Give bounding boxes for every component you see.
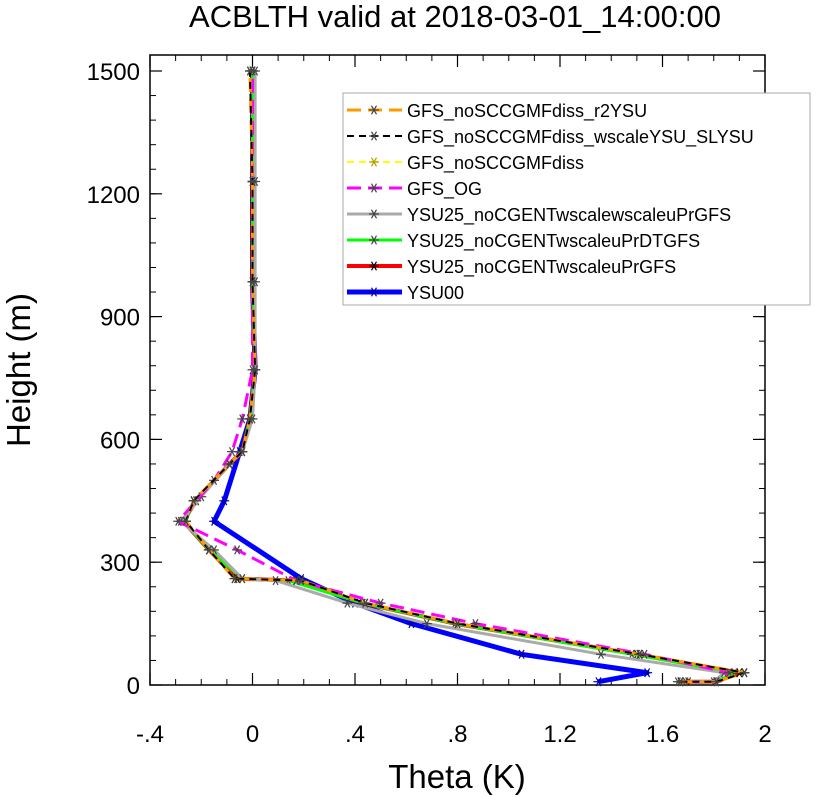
legend-label: YSU25_noCGENTwscaleuPrDTGFS xyxy=(407,231,700,252)
legend-marker xyxy=(369,157,379,167)
legend-label: GFS_noSCCGMFdiss_wscaleYSU_SLYSU xyxy=(407,127,754,148)
legend-marker xyxy=(369,209,379,219)
legend-marker xyxy=(369,287,379,297)
legend-item: YSU25_noCGENTwscaleuPrGFS xyxy=(347,257,676,278)
x-tick-label: 1.6 xyxy=(646,721,679,748)
series-marker xyxy=(360,598,371,608)
series-layer xyxy=(173,66,750,687)
series-marker xyxy=(180,516,191,526)
series-marker xyxy=(642,668,653,678)
series-marker xyxy=(244,66,255,76)
series-marker xyxy=(739,668,750,678)
legend-marker xyxy=(369,131,379,141)
series-marker xyxy=(237,447,248,457)
series-marker xyxy=(342,598,353,608)
series-marker xyxy=(634,649,645,659)
x-tick-label: .4 xyxy=(345,721,365,748)
legend-label: GFS_OG xyxy=(407,179,482,200)
y-tick-label: 300 xyxy=(100,550,140,577)
x-tick-label: 2 xyxy=(758,721,771,748)
series-marker xyxy=(224,459,235,469)
series-marker xyxy=(232,545,243,555)
legend-label: YSU25_noCGENTwscalewscaleuPrGFS xyxy=(407,205,731,226)
y-tick-label: 600 xyxy=(100,427,140,454)
series-GFS_noSCCGMFdiss_wscaleYSU_SLYSU xyxy=(180,66,750,687)
series-marker xyxy=(516,649,527,659)
legend-label: GFS_noSCCGMFdiss xyxy=(407,153,584,174)
legend-item: YSU25_noCGENTwscaleuPrDTGFS xyxy=(347,231,700,252)
series-marker xyxy=(452,618,463,629)
legend-marker xyxy=(369,183,379,193)
series-marker xyxy=(247,277,258,287)
legend-marker xyxy=(369,235,379,245)
series-marker xyxy=(593,677,604,687)
legend-label: YSU25_noCGENTwscaleuPrGFS xyxy=(407,257,676,278)
legend-item: GFS_OG xyxy=(347,179,482,200)
series-marker xyxy=(296,575,307,586)
legend-item: GFS_noSCCGMFdiss xyxy=(347,153,584,174)
series-marker xyxy=(227,447,237,457)
series-marker xyxy=(209,516,220,526)
series-marker xyxy=(250,365,261,375)
legend-marker xyxy=(369,261,379,271)
chart-title: ACBLTH valid at 2018-03-01_14:00:00 xyxy=(189,0,721,34)
x-tick-label: .8 xyxy=(447,721,467,748)
y-tick-label: 0 xyxy=(127,673,140,700)
legend-label: YSU00 xyxy=(407,283,464,303)
legend-item: YSU00 xyxy=(347,283,464,303)
series-marker xyxy=(247,176,258,187)
legend-box xyxy=(342,92,811,306)
legend-marker xyxy=(369,105,379,115)
y-tick-label: 1200 xyxy=(87,182,140,209)
y-tick-label: 1500 xyxy=(87,59,140,86)
series-marker xyxy=(596,649,606,659)
series-marker xyxy=(229,573,240,584)
series-marker xyxy=(244,414,255,424)
y-axis-label: Height (m) xyxy=(0,293,37,447)
series-marker xyxy=(219,496,230,506)
series-marker xyxy=(675,677,686,687)
series-line xyxy=(184,70,746,683)
legend-item: GFS_noSCCGMFdiss_wscaleYSU_SLYSU xyxy=(347,127,754,148)
axis-tick-labels: -.4 0 .4 .8 1.2 1.6 2 0 300 600 900 1200 1500 xyxy=(87,59,772,748)
legend-item: YSU25_noCGENTwscalewscaleuPrGFS xyxy=(347,205,731,226)
legend-item: GFS_noSCCGMFdiss_r2YSU xyxy=(347,101,647,122)
series-marker xyxy=(421,618,432,629)
series-marker xyxy=(711,677,722,687)
series-marker xyxy=(203,545,214,555)
x-tick-label: 0 xyxy=(246,721,259,748)
x-tick-label: -.4 xyxy=(136,721,164,748)
y-tick-label: 900 xyxy=(100,305,140,332)
x-axis-label: Theta (K) xyxy=(388,758,526,795)
x-tick-label: 1.2 xyxy=(543,721,576,748)
legend-label: GFS_noSCCGMFdiss_r2YSU xyxy=(407,101,647,122)
series-marker xyxy=(188,496,199,506)
legend: GFS_noSCCGMFdiss_r2YSU GFS_noSCCGMFdiss_w… xyxy=(342,92,811,306)
